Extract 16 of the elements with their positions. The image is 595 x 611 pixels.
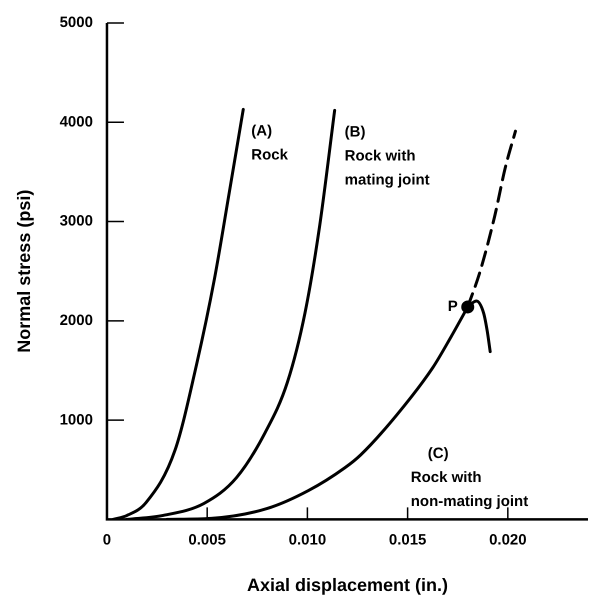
y-tick-label: 2000 [60, 312, 93, 329]
y-axis-title: Normal stress (psi) [14, 190, 34, 353]
y-tick-label: 4000 [60, 113, 93, 130]
x-tick-label: 0.020 [489, 532, 527, 549]
annotation: P [448, 298, 458, 316]
text: (C) Rock with non-mating joint [410, 445, 528, 510]
x-tick-label: 0.015 [388, 532, 426, 549]
x-tick-label: 0 [102, 532, 112, 549]
y-tick-label: 1000 [60, 411, 93, 428]
series-label: (A) Rock [251, 122, 289, 164]
x-tick-label: 0.010 [288, 532, 326, 549]
series-label: (B) Rock with mating joint [344, 124, 430, 189]
x-axis-title: Axial displacement (in.) [246, 575, 448, 596]
y-tick-label: 3000 [60, 212, 93, 230]
y-tick-label: 5000 [60, 14, 93, 32]
x-tick-label: 0.005 [188, 532, 226, 549]
